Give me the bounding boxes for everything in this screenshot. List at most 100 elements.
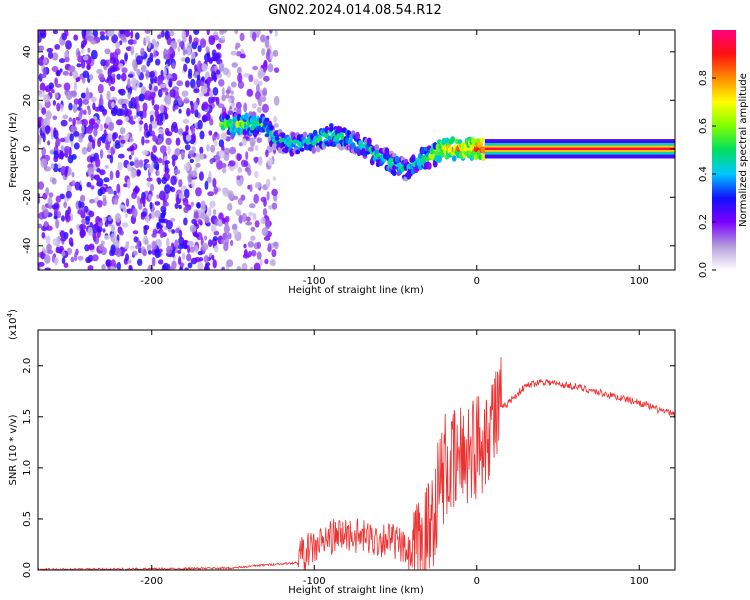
noise-blob — [188, 34, 192, 44]
noise-blob — [151, 210, 156, 219]
noise-blob — [51, 177, 57, 185]
noise-blob — [260, 217, 266, 225]
noise-blob — [178, 204, 182, 210]
ridge-blob — [457, 139, 463, 144]
noise-blob — [158, 259, 164, 265]
noise-blob — [252, 65, 259, 71]
ridge-blob — [391, 153, 397, 158]
noise-blob — [153, 85, 158, 92]
noise-blob — [139, 120, 144, 125]
noise-blob — [213, 244, 219, 253]
noise-blob — [209, 200, 216, 208]
noise-blob — [253, 78, 259, 86]
noise-blob — [177, 97, 183, 106]
noise-blob — [111, 34, 118, 44]
noise-blob — [44, 267, 51, 270]
noise-blob — [80, 92, 86, 99]
ridge-blob — [269, 125, 274, 131]
noise-blob — [80, 44, 85, 49]
noise-blob — [193, 101, 198, 111]
noise-blob — [264, 258, 269, 265]
noise-blob — [243, 160, 249, 167]
noise-blob — [158, 218, 166, 223]
noise-blob — [198, 209, 206, 219]
noise-blob — [110, 266, 115, 270]
noise-blob — [206, 57, 214, 62]
noise-blob — [99, 93, 103, 103]
noise-blob — [159, 228, 164, 239]
noise-blob — [188, 150, 195, 158]
noise-blob — [64, 214, 71, 223]
noise-blob — [260, 34, 266, 43]
noise-blob — [61, 32, 68, 41]
noise-blob — [188, 173, 192, 182]
noise-blob — [272, 176, 277, 182]
noise-blob — [99, 169, 106, 176]
noise-blob — [51, 204, 59, 210]
noise-blob — [115, 248, 122, 257]
noise-blob — [268, 205, 272, 210]
noise-blob — [257, 70, 264, 79]
noise-blob — [55, 236, 62, 245]
noise-blob — [182, 131, 188, 137]
noise-blob — [100, 59, 107, 67]
noise-blob — [73, 142, 80, 150]
noise-blob — [237, 80, 245, 89]
noise-blob — [186, 107, 191, 117]
noise-blob — [76, 63, 82, 68]
noise-blob — [88, 118, 96, 126]
noise-blob — [201, 101, 209, 110]
snr-multiplier-base: (x10 — [8, 317, 19, 340]
noise-blob — [184, 188, 190, 199]
noise-blob — [193, 257, 201, 263]
noise-blob — [220, 238, 225, 245]
noise-blob — [164, 184, 171, 194]
snr-multiplier-exponent: 4 — [6, 312, 14, 317]
noise-blob — [143, 158, 150, 164]
noise-blob — [78, 136, 83, 143]
noise-blob — [69, 72, 73, 77]
noise-blob — [55, 195, 62, 203]
noise-blob — [95, 158, 101, 168]
noise-blob — [69, 228, 73, 235]
noise-blob — [217, 103, 225, 109]
noise-blob — [96, 168, 101, 173]
noise-blob — [85, 87, 89, 97]
noise-blob — [150, 151, 154, 159]
noise-blob — [60, 104, 64, 112]
noise-blob — [145, 215, 150, 224]
noise-blob — [220, 30, 228, 34]
noise-blob — [98, 73, 105, 81]
noise-blob — [237, 72, 243, 83]
noise-blob — [253, 193, 259, 204]
x-tick-label: -200 — [140, 276, 163, 287]
noise-blob — [254, 30, 261, 36]
noise-blob — [127, 78, 131, 89]
ridge-blob — [355, 131, 360, 140]
noise-blob — [269, 260, 276, 267]
noise-blob — [157, 157, 163, 164]
noise-blob — [212, 209, 217, 216]
noise-blob — [195, 162, 201, 168]
noise-blob — [197, 119, 203, 130]
noise-blob — [178, 192, 184, 200]
noise-blob — [51, 52, 59, 61]
noise-blob — [90, 185, 95, 190]
noise-blob — [255, 91, 261, 100]
noise-blob — [131, 208, 138, 218]
noise-blob — [160, 205, 167, 213]
noise-blob — [115, 41, 120, 49]
noise-blob — [254, 220, 260, 228]
noise-blob — [77, 255, 84, 261]
noise-blob — [102, 228, 106, 233]
noise-blob — [117, 98, 125, 105]
ridge-blob — [391, 165, 397, 171]
noise-blob — [208, 96, 215, 105]
noise-blob — [72, 117, 76, 127]
noise-blob — [144, 90, 152, 99]
noise-blob — [77, 106, 81, 111]
noise-blob — [174, 148, 181, 156]
noise-blob — [171, 62, 176, 70]
noise-blob — [105, 141, 110, 151]
